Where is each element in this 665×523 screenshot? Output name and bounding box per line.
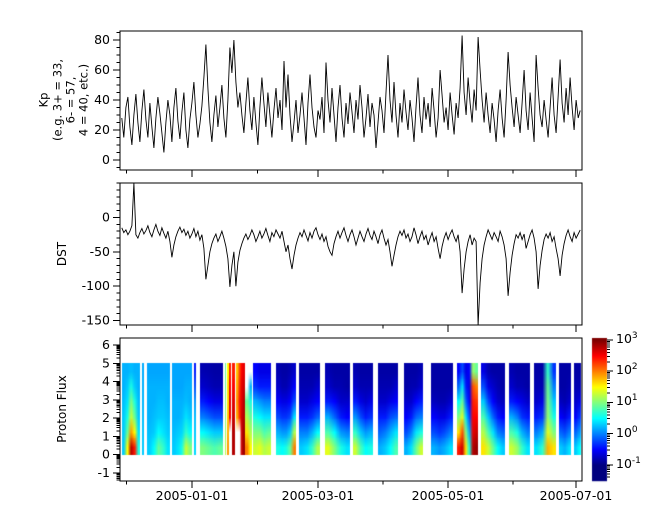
x-tick-label: 2005-05-01 (411, 488, 485, 503)
colorbar-ticks (607, 339, 613, 478)
colorbar-tick-label: 100 (616, 424, 638, 440)
colorbar-tick-label: 10-1 (616, 455, 641, 471)
x-tick-label: 2005-03-01 (281, 488, 355, 503)
kp-axis-label-line1: Kp (36, 92, 51, 108)
y-tick-label: 3 (102, 392, 110, 407)
y-tick-label: 0 (102, 447, 110, 462)
dst-panel-series (121, 183, 581, 326)
y-tick-label: 2 (102, 410, 110, 425)
kp-axis-label-line3: 6- = 57, (63, 76, 78, 124)
y-tick-label: 4 (102, 374, 110, 389)
y-tick-label: 60 (94, 62, 110, 77)
dst-axis-label: DST (55, 241, 69, 267)
x-tick-label: 2005-07-01 (539, 488, 613, 503)
y-tick-label: 5 (102, 355, 110, 370)
y-tick-label: 0 (102, 210, 110, 225)
y-tick-label: 0 (102, 152, 110, 167)
colorbar-tick-label: 103 (616, 331, 638, 347)
y-tick-label: 40 (94, 92, 110, 107)
kp-axis-label-line4: 4 = 40, etc.) (76, 63, 91, 137)
y-tick-label: 6 (102, 337, 110, 352)
colorbar-tick-label: 101 (616, 393, 638, 409)
y-tick-label: -100 (82, 278, 110, 293)
y-tick-label: 20 (94, 122, 110, 137)
y-tick-label: -50 (90, 244, 110, 259)
x-tick-label: 2005-01-01 (155, 488, 229, 503)
proton-flux-axis-label: Proton Flux (55, 375, 69, 443)
y-tick-label: 80 (94, 32, 110, 47)
y-tick-label: -1 (98, 465, 110, 480)
y-tick-label: 1 (102, 428, 110, 443)
colorbar-tick-label: 102 (616, 362, 638, 378)
dst-panel: 0 -50 -100 -150 (82, 182, 583, 332)
kp-panel: 0 20 40 60 80 (94, 30, 583, 177)
proton-panel: 6 5 4 3 2 1 0 -1 (98, 337, 583, 488)
y-tick-label: -150 (82, 313, 110, 328)
kp-axis-label-line2: (e.g. 3+ = 33, (50, 58, 65, 142)
kp-panel-series (121, 35, 581, 153)
